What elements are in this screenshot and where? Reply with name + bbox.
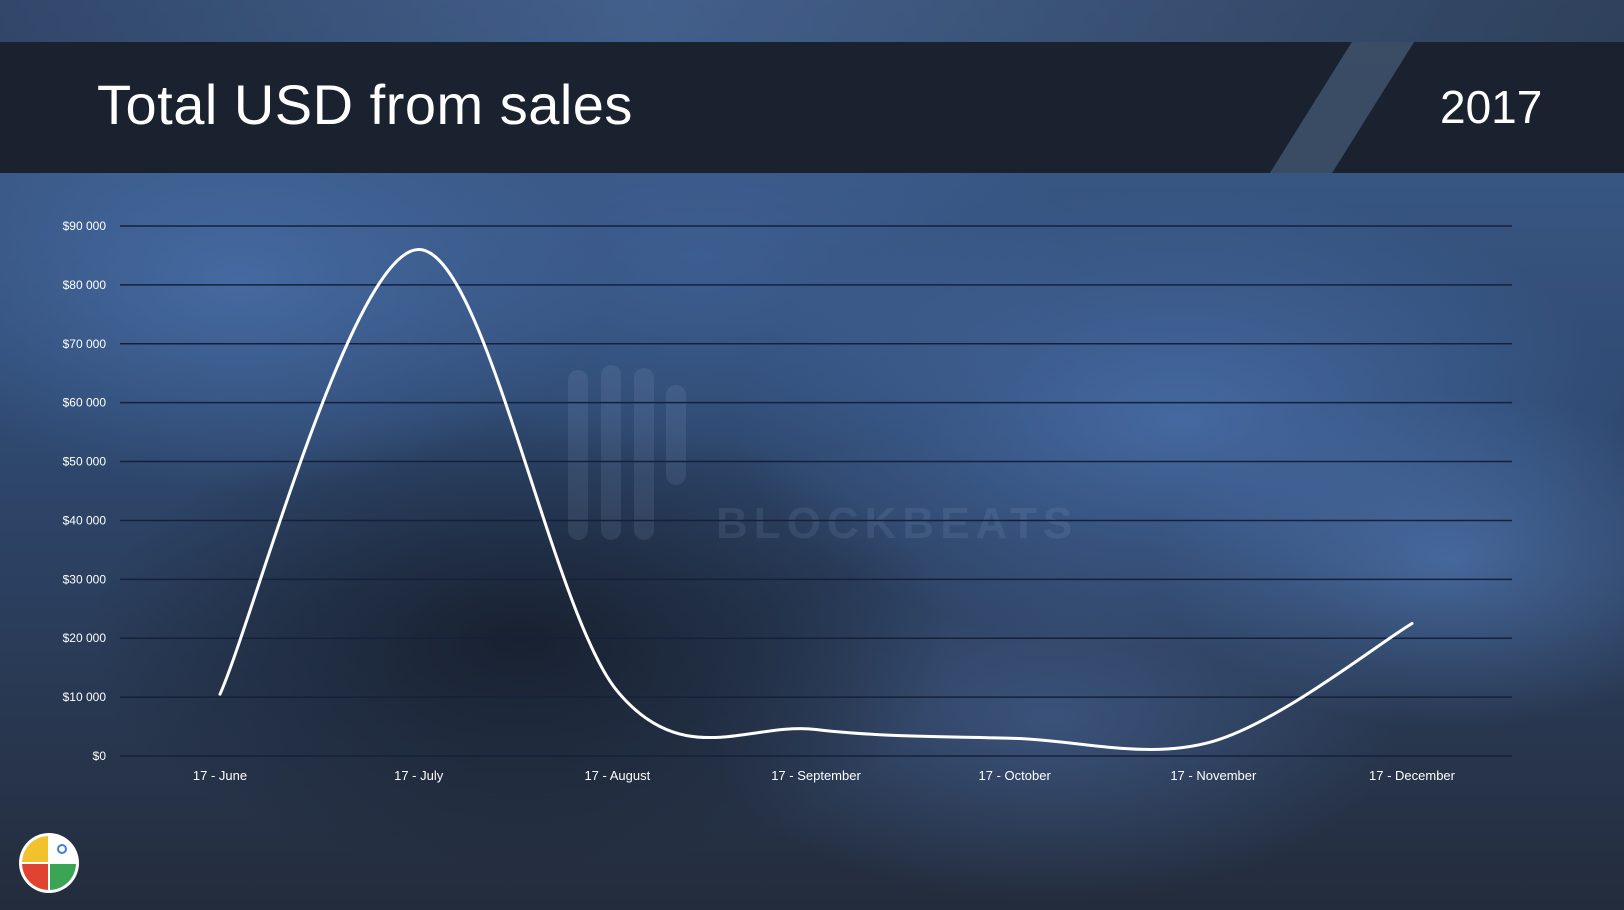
- x-tick-label: 17 - July: [394, 768, 444, 783]
- watermark-text: BLOCKBEATS: [716, 499, 1078, 548]
- title-banner-left-shape: [0, 42, 1352, 173]
- x-tick-label: 17 - August: [584, 768, 650, 783]
- x-tick-label: 17 - December: [1369, 768, 1456, 783]
- chart-y-axis: $0 $10 000 $20 000 $30 000 $40 000 $50 000 $60…: [63, 219, 107, 763]
- chart-x-axis: 17 - June 17 - July 17 - August 17 - Septem…: [193, 768, 1456, 783]
- colorful-pie-logo-icon: [19, 833, 79, 893]
- x-tick-label: 17 - October: [979, 768, 1052, 783]
- y-tick-label: $0: [93, 749, 107, 763]
- slide-title: Total USD from sales: [97, 73, 633, 136]
- y-tick-label: $30 000: [63, 572, 107, 586]
- y-tick-label: $80 000: [63, 278, 107, 292]
- watermark-bar-2: [601, 365, 621, 540]
- x-tick-label: 17 - September: [771, 768, 861, 783]
- chart-data-points: [218, 248, 1414, 744]
- x-tick-label: 17 - June: [193, 768, 247, 783]
- y-tick-label: $40 000: [63, 513, 107, 527]
- title-banner: [0, 42, 1624, 173]
- blockbeats-watermark: BLOCKBEATS: [568, 365, 1078, 548]
- y-tick-label: $10 000: [63, 690, 107, 704]
- y-tick-label: $20 000: [63, 631, 107, 645]
- x-tick-label: 17 - November: [1170, 768, 1257, 783]
- top-background-strip: [0, 0, 1624, 42]
- y-tick-label: $50 000: [63, 455, 107, 469]
- sales-series-line: [218, 248, 1414, 751]
- y-tick-label: $90 000: [63, 219, 107, 233]
- y-tick-label: $70 000: [63, 337, 107, 351]
- title-banner-right-shape: [1332, 42, 1624, 173]
- y-tick-label: $60 000: [63, 396, 107, 410]
- watermark-bar-4: [666, 385, 686, 485]
- chart-gridlines: [120, 225, 1512, 757]
- title-banner-diagonal-stripe: [1270, 42, 1414, 173]
- watermark-bar-1: [568, 370, 588, 540]
- slide-year: 2017: [1440, 81, 1543, 133]
- watermark-bar-3: [634, 368, 654, 540]
